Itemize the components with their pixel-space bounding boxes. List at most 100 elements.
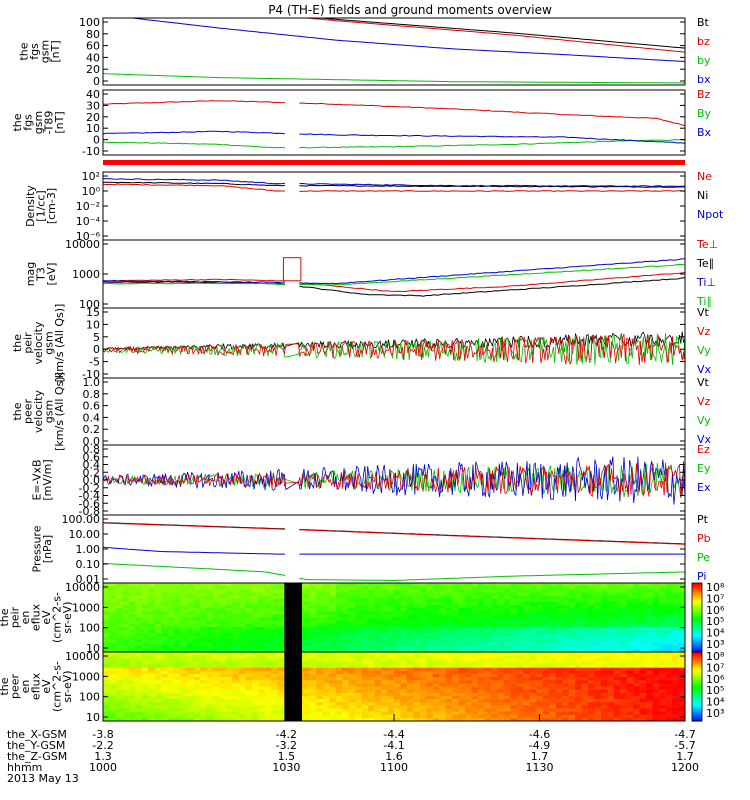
heatmap-cell [180, 705, 188, 710]
heatmap-cell [555, 692, 563, 697]
heatmap-cell [245, 677, 253, 681]
heatmap-cell [374, 617, 382, 622]
colorbar-segment [692, 596, 702, 600]
heatmap-cell [452, 717, 460, 721]
heatmap-cell [503, 617, 512, 622]
heatmap-cell [639, 711, 647, 716]
colorbar-segment [692, 707, 702, 711]
heatmap-cell [413, 611, 421, 616]
heatmap-cell [232, 702, 240, 707]
heatmap-cell [374, 705, 382, 710]
heatmap-cell [219, 705, 227, 710]
heatmap-cell [271, 605, 279, 609]
heatmap-cell [277, 633, 285, 638]
heatmap-cell [620, 648, 628, 652]
heatmap-cell [633, 608, 641, 612]
heatmap-cell [445, 674, 453, 678]
heatmap-cell [406, 605, 415, 609]
heatmap-cell [225, 711, 234, 716]
heatmap-cell [588, 617, 596, 622]
heatmap-cell [187, 702, 195, 707]
ytick-label: 0.8 [83, 388, 101, 401]
heatmap-cell [219, 605, 227, 609]
heatmap-cell [329, 595, 337, 600]
heatmap-cell [439, 605, 447, 609]
heatmap-cell [600, 617, 609, 622]
heatmap-cell [238, 601, 247, 606]
heatmap-cell [542, 636, 550, 641]
heatmap-cell [445, 705, 453, 710]
heatmap-cell [471, 689, 479, 694]
heatmap-cell [135, 598, 143, 603]
heatmap-cell [238, 592, 247, 597]
heatmap-cell [368, 601, 376, 606]
heatmap-cell [478, 633, 486, 638]
heatmap-cell [510, 711, 518, 716]
heatmap-cell [187, 611, 195, 616]
heatmap-cell [219, 592, 227, 597]
heatmap-cell [264, 689, 272, 694]
colorbar-segment [692, 698, 702, 701]
heatmap-cell [419, 645, 428, 650]
heatmap-cell [200, 605, 208, 609]
heatmap-cell [245, 592, 253, 597]
heatmap-cell [600, 667, 609, 672]
heatmap-cell [607, 598, 615, 603]
heatmap-cell [659, 708, 667, 713]
heatmap-cell [465, 683, 473, 688]
heatmap-cell [406, 626, 415, 631]
heatmap-cell [484, 717, 492, 721]
heatmap-cell [607, 617, 615, 622]
heatmap-cell [258, 589, 266, 594]
heatmap-cell [128, 661, 137, 666]
heatmap-cell [335, 717, 344, 721]
heatmap-cell [303, 714, 311, 719]
heatmap-cell [180, 611, 188, 616]
heatmap-cell [594, 648, 602, 652]
x-axis-value: 1.7 [531, 750, 549, 763]
heatmap-cell [361, 677, 369, 681]
heatmap-cell [258, 661, 266, 666]
heatmap-cell [503, 692, 512, 697]
heatmap-cell [672, 620, 680, 625]
heatmap-cell [335, 705, 344, 710]
heatmap-cell [575, 598, 583, 603]
heatmap-cell [439, 620, 447, 625]
colorbar-segment [692, 684, 702, 688]
heatmap-cell [406, 705, 415, 710]
heatmap-cell [322, 677, 331, 681]
heatmap-cell [471, 670, 479, 675]
heatmap-cell [510, 605, 518, 609]
heatmap-cell [238, 595, 247, 600]
colorbar-segment [692, 610, 702, 614]
heatmap-cell [484, 598, 492, 603]
heatmap-cell [309, 623, 318, 628]
heatmap-cell [575, 699, 583, 703]
heatmap-cell [562, 630, 570, 634]
heatmap-cell [361, 601, 369, 606]
heatmap-cell [491, 620, 499, 625]
heatmap-cell [309, 608, 318, 612]
heatmap-cell [394, 661, 402, 666]
heatmap-cell [445, 611, 453, 616]
heatmap-cell [413, 677, 421, 681]
x-axis-value: 1.5 [278, 750, 296, 763]
heatmap-cell [135, 608, 143, 612]
heatmap-cell [400, 702, 408, 707]
heatmap-cell [206, 692, 214, 697]
heatmap-cell [600, 589, 609, 594]
heatmap-cell [180, 620, 188, 625]
heatmap-cell [633, 680, 641, 685]
heatmap-cell [646, 589, 654, 594]
heatmap-cell [639, 626, 647, 631]
heatmap-cell [439, 623, 447, 628]
heatmap-cell [516, 661, 525, 666]
heatmap-cell [491, 674, 499, 678]
heatmap-cell [200, 711, 208, 716]
heatmap-cell [536, 611, 544, 616]
panel-frame [102, 89, 686, 156]
heatmap-cell [122, 595, 130, 600]
heatmap-cell [251, 595, 259, 600]
heatmap-cell [309, 648, 318, 652]
heatmap-cell [484, 692, 492, 697]
